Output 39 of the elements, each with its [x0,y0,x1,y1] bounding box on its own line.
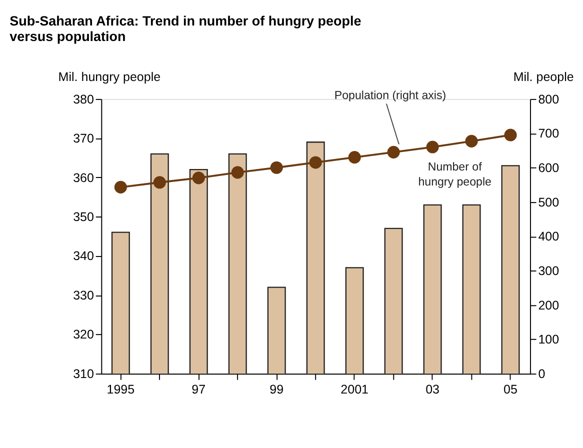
x-tick-label: 03 [426,382,440,396]
y2-tick-label: 700 [538,126,560,141]
y2-tick-label: 200 [538,298,560,312]
y-tick-label: 330 [73,288,94,302]
y2-tick-label: 800 [538,92,560,106]
point [231,166,244,179]
y2-tick-label: 300 [538,264,560,278]
y-tick-label: 320 [73,328,94,342]
y2-tick-label: 500 [538,195,560,210]
point [270,161,283,174]
x-tick-label: 2001 [340,382,369,396]
y2-tick-label: 400 [538,230,560,244]
y-tick-label: 370 [73,132,94,146]
point [114,180,127,194]
x-tick-label: 97 [192,382,206,396]
y2-axis-title: Mil. people [513,70,574,84]
point [348,151,361,164]
y-tick-label: 380 [73,92,94,106]
y-tick-label: 360 [73,170,94,185]
y2-tick-label: 0 [538,366,546,381]
chart-title: Sub-Saharan Africa: Trend in number of hungry people versus population [10,14,362,44]
point [192,172,205,184]
y2-tick-label: 600 [538,160,560,175]
y-tick-label: 310 [73,366,94,381]
point [309,156,322,169]
x-tick-label: 1995 [106,382,135,396]
y-tick-label: 340 [73,249,94,264]
series-label: Number of hungry people [418,161,492,189]
point [504,128,517,142]
y2-tick-label: 100 [538,332,560,347]
point [153,176,166,189]
x-tick-label: 99 [270,382,284,396]
text: Population (right axis) [334,90,446,102]
point [426,140,439,154]
y-tick-label: 350 [73,210,94,224]
y-axis-title: Mil. hungry people [58,70,161,84]
x-tick-label: 05 [504,382,518,396]
point [387,146,400,158]
point [465,134,478,148]
